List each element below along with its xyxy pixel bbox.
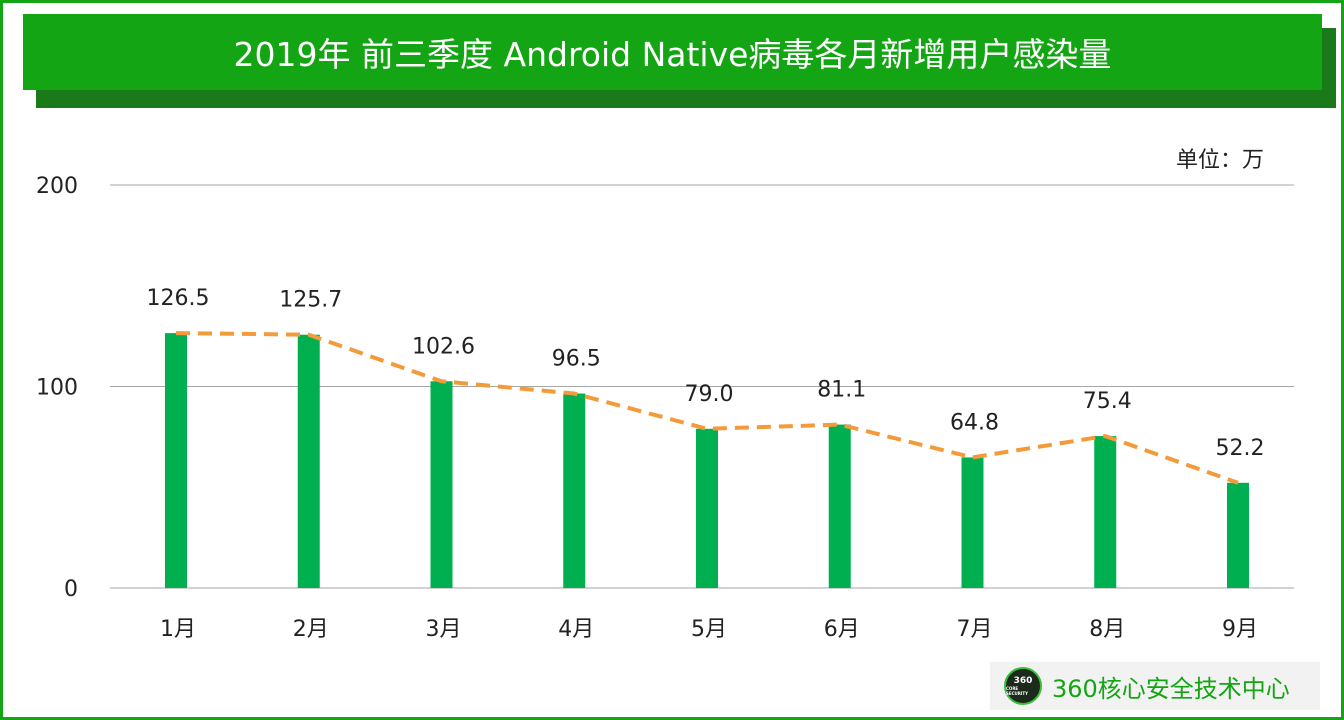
- brand-text: 360核心安全技术中心: [1052, 674, 1290, 703]
- logo-text: 360: [1013, 675, 1033, 686]
- bar: [165, 333, 187, 588]
- logo-icon: 360 CORE SECURITY: [1004, 667, 1042, 705]
- x-tick-label: 4月: [558, 617, 594, 642]
- y-tick-label: 200: [36, 174, 78, 199]
- bar: [828, 424, 851, 588]
- x-tick-label: 5月: [691, 617, 727, 642]
- data-label: 102.6: [412, 334, 475, 359]
- bar: [430, 381, 453, 588]
- x-tick-label: 8月: [1089, 617, 1125, 642]
- y-tick-label: 0: [64, 577, 78, 602]
- trend-line: [175, 331, 1239, 485]
- data-label: 64.8: [950, 410, 999, 435]
- bar: [297, 334, 320, 588]
- data-label: 81.1: [817, 378, 866, 403]
- data-label: 79.0: [685, 382, 734, 407]
- bar: [1094, 436, 1117, 588]
- x-tick-label: 6月: [824, 617, 860, 642]
- data-label: 125.7: [279, 288, 342, 313]
- bar: [563, 393, 586, 588]
- data-label: 126.5: [147, 286, 210, 311]
- x-tick-label: 3月: [426, 617, 462, 642]
- x-tick-label: 9月: [1222, 617, 1258, 642]
- x-tick-label: 7月: [957, 617, 993, 642]
- data-label: 96.5: [552, 347, 601, 372]
- title-bar: 2019年 前三季度 Android Native病毒各月新增用户感染量: [23, 14, 1322, 90]
- bar: [1227, 482, 1249, 588]
- logo-subtext: CORE SECURITY: [1006, 685, 1028, 696]
- data-label: 52.2: [1216, 436, 1265, 461]
- watermark: 360 CORE SECURITY 360核心安全技术中心: [990, 662, 1320, 710]
- bar: [961, 457, 984, 588]
- x-tick-label: 1月: [160, 617, 196, 642]
- data-label: 75.4: [1083, 389, 1132, 414]
- x-tick-label: 2月: [293, 617, 329, 642]
- unit-label: 单位：万: [1175, 148, 1264, 173]
- chart-title: 2019年 前三季度 Android Native病毒各月新增用户感染量: [233, 35, 1112, 74]
- y-tick-label: 100: [36, 376, 78, 401]
- bar: [696, 428, 718, 588]
